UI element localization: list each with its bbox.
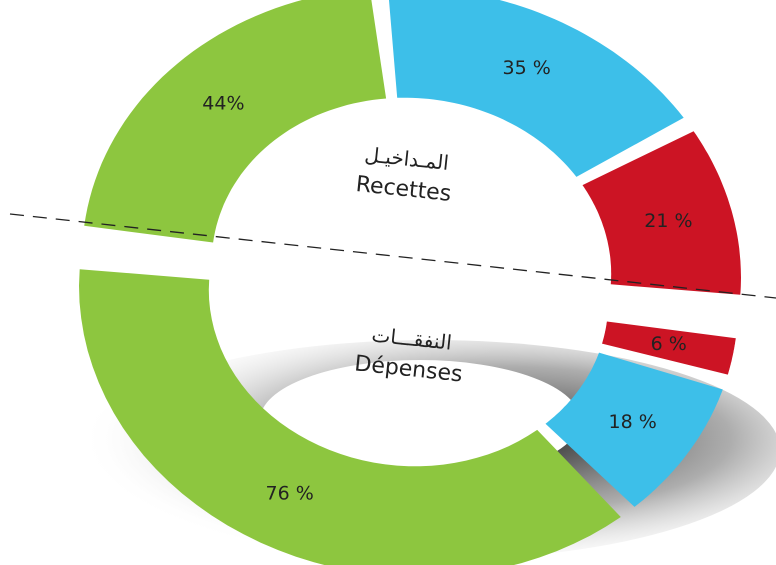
segment bbox=[79, 269, 621, 565]
value-label: 35 % bbox=[503, 57, 551, 79]
segment bbox=[582, 131, 741, 295]
value-label: 18 % bbox=[609, 411, 657, 433]
value-label: 6 % bbox=[651, 333, 687, 355]
segment bbox=[545, 352, 723, 507]
value-label: 21 % bbox=[644, 210, 692, 232]
top-title: المـداخيـل bbox=[363, 142, 450, 175]
segment bbox=[388, 0, 684, 177]
divider bbox=[9, 213, 776, 299]
segment bbox=[602, 321, 736, 375]
value-label: 44% bbox=[202, 92, 244, 114]
segment bbox=[84, 0, 387, 243]
value-label: 76 % bbox=[265, 483, 313, 505]
top-subtitle: Recettes bbox=[355, 172, 453, 207]
